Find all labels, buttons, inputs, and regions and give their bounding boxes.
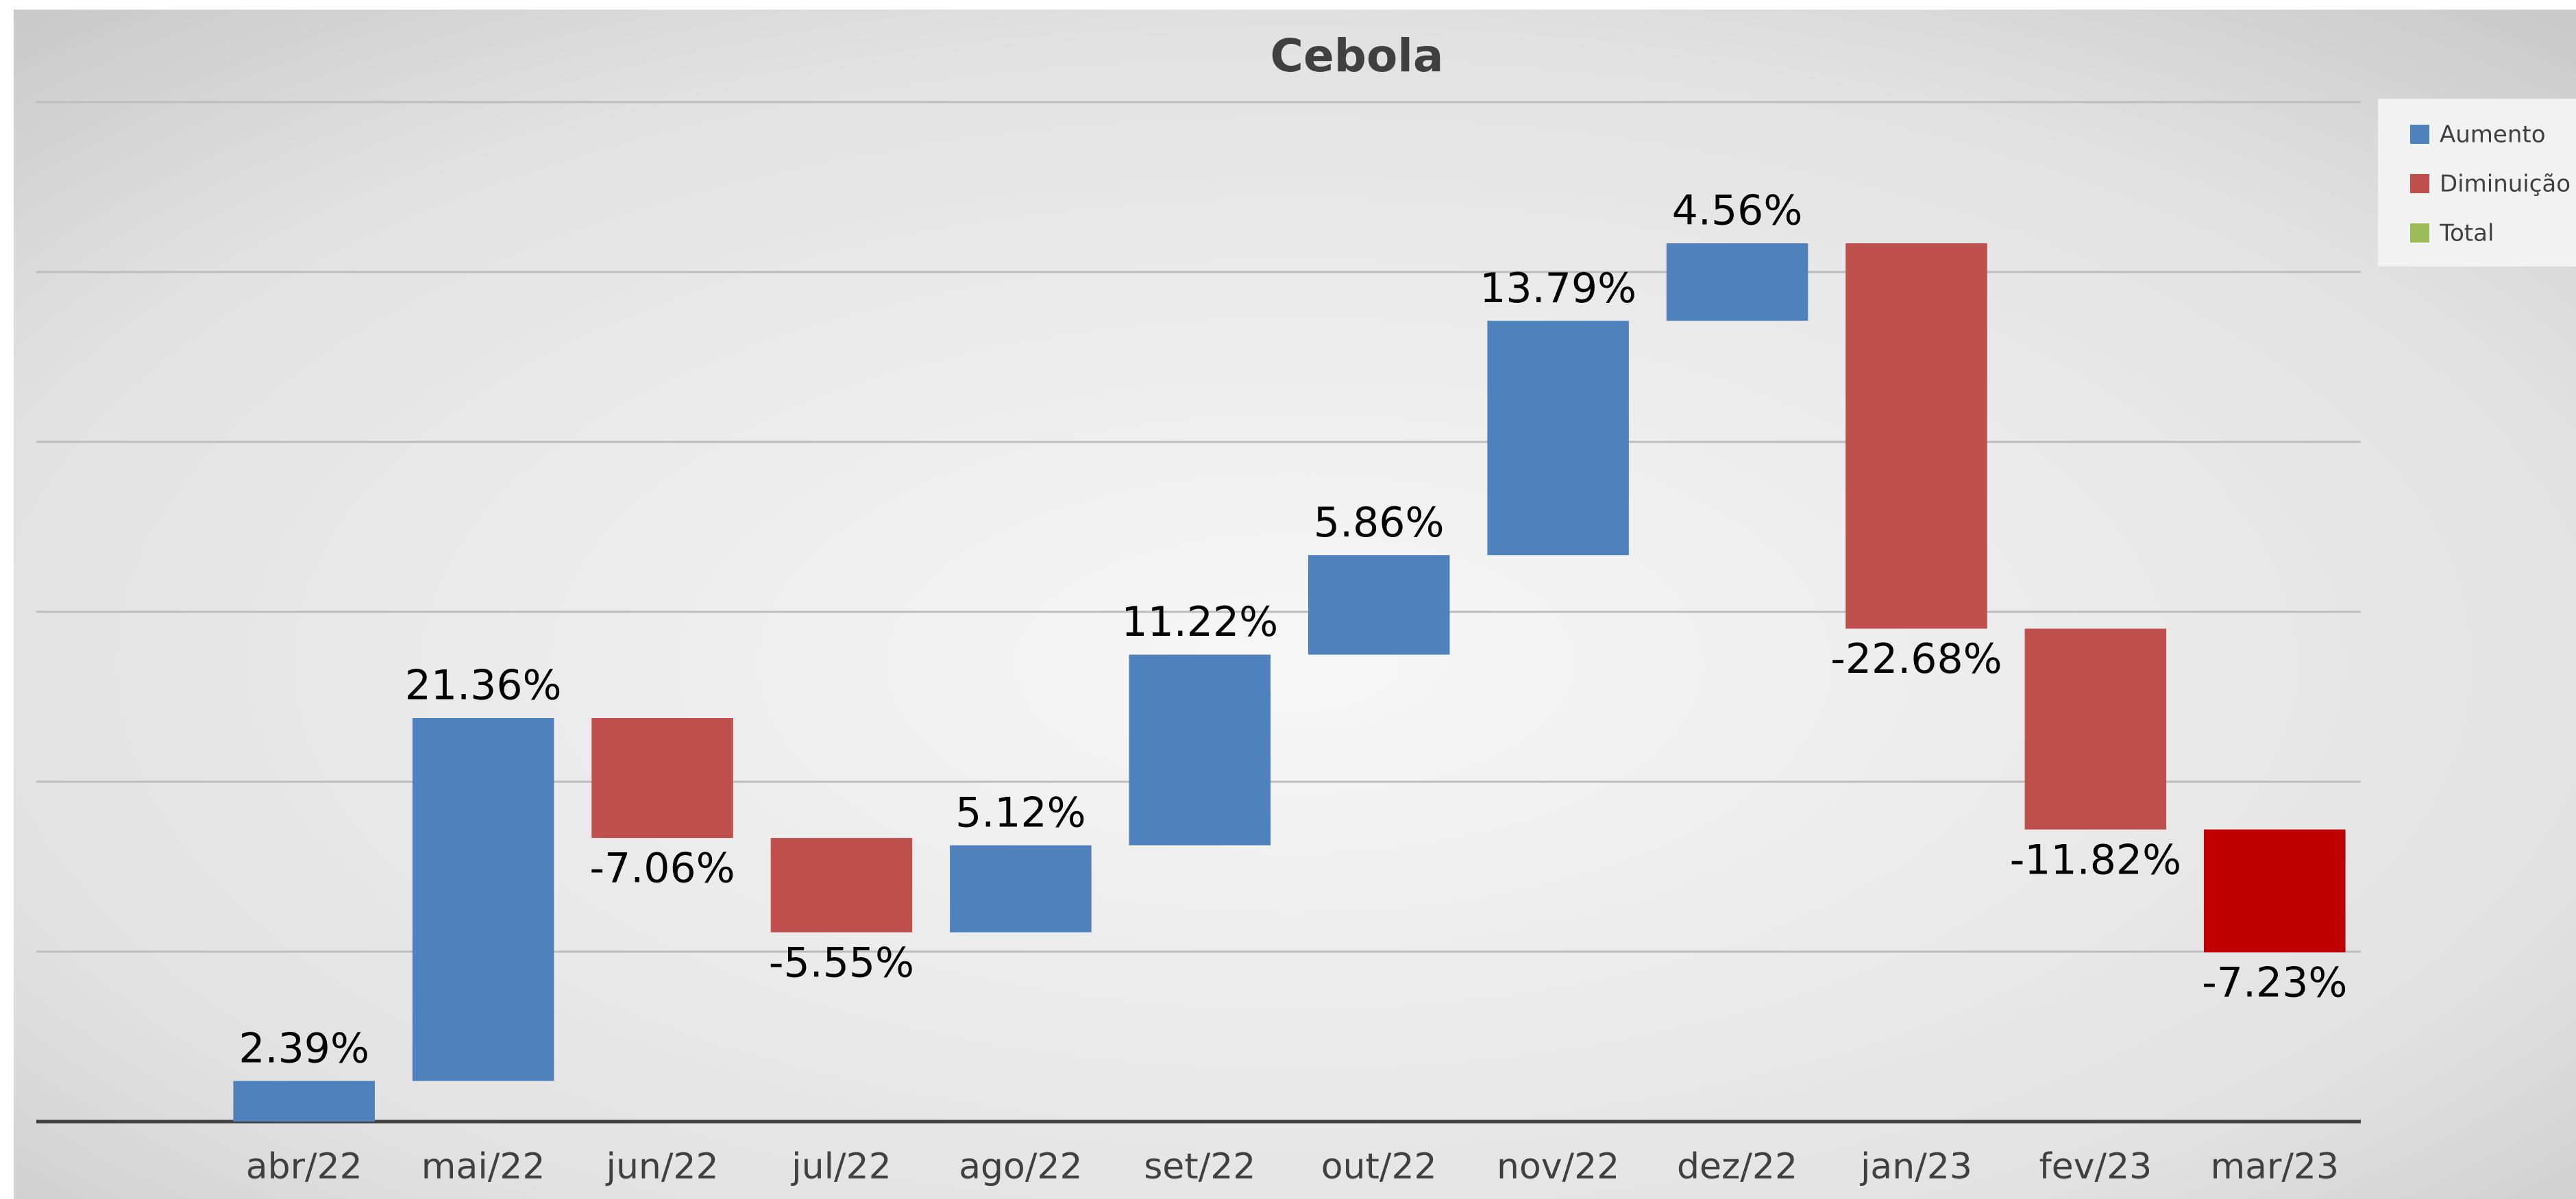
x-tick-label: mar/23 (2210, 1146, 2339, 1187)
data-label: 5.86% (1314, 499, 1445, 547)
bar (1129, 654, 1271, 845)
bar (2204, 829, 2346, 952)
x-tick-label: set/22 (1144, 1146, 1255, 1187)
data-label: 11.22% (1121, 598, 1278, 646)
data-label: 21.36% (405, 662, 562, 710)
bar (1845, 243, 1987, 629)
x-tick-label: jul/22 (791, 1146, 892, 1187)
data-label: -11.82% (2010, 836, 2181, 884)
x-tick-label: fev/23 (2039, 1146, 2152, 1187)
bar (1666, 243, 1808, 321)
bar (1487, 321, 1629, 556)
x-tick-label: dez/22 (1677, 1146, 1798, 1187)
bar (950, 845, 1092, 932)
x-tick-label: jan/23 (1860, 1146, 1972, 1187)
legend-label: Diminuição (2440, 171, 2571, 198)
data-label: -5.55% (769, 939, 914, 987)
x-tick-label: nov/22 (1497, 1146, 1619, 1187)
legend-swatch (2410, 223, 2429, 243)
legend-swatch (2410, 125, 2429, 144)
legend-swatch (2410, 174, 2429, 193)
bar (770, 838, 913, 932)
data-label: 5.12% (955, 789, 1086, 837)
x-tick-label: ago/22 (959, 1146, 1082, 1187)
data-label: -7.06% (589, 845, 735, 893)
x-tick-label: jun/22 (606, 1146, 719, 1187)
bar (412, 718, 554, 1081)
bar (2024, 628, 2167, 830)
data-label: 2.39% (238, 1024, 369, 1072)
data-label: 4.56% (1672, 187, 1803, 235)
chart-area (14, 10, 2576, 1199)
legend-label: Total (2439, 220, 2494, 247)
bar (591, 718, 733, 839)
bar (233, 1080, 375, 1122)
legend-label: Aumento (2440, 121, 2546, 149)
data-label: -22.68% (1830, 635, 2002, 683)
data-label: 13.79% (1480, 264, 1636, 312)
data-label: -7.23% (2202, 959, 2347, 1007)
x-tick-label: abr/22 (246, 1146, 363, 1187)
x-tick-label: mai/22 (421, 1146, 545, 1187)
chart-title: Cebola (1271, 29, 1444, 82)
x-tick-label: out/22 (1321, 1146, 1437, 1187)
bar (1308, 555, 1450, 655)
